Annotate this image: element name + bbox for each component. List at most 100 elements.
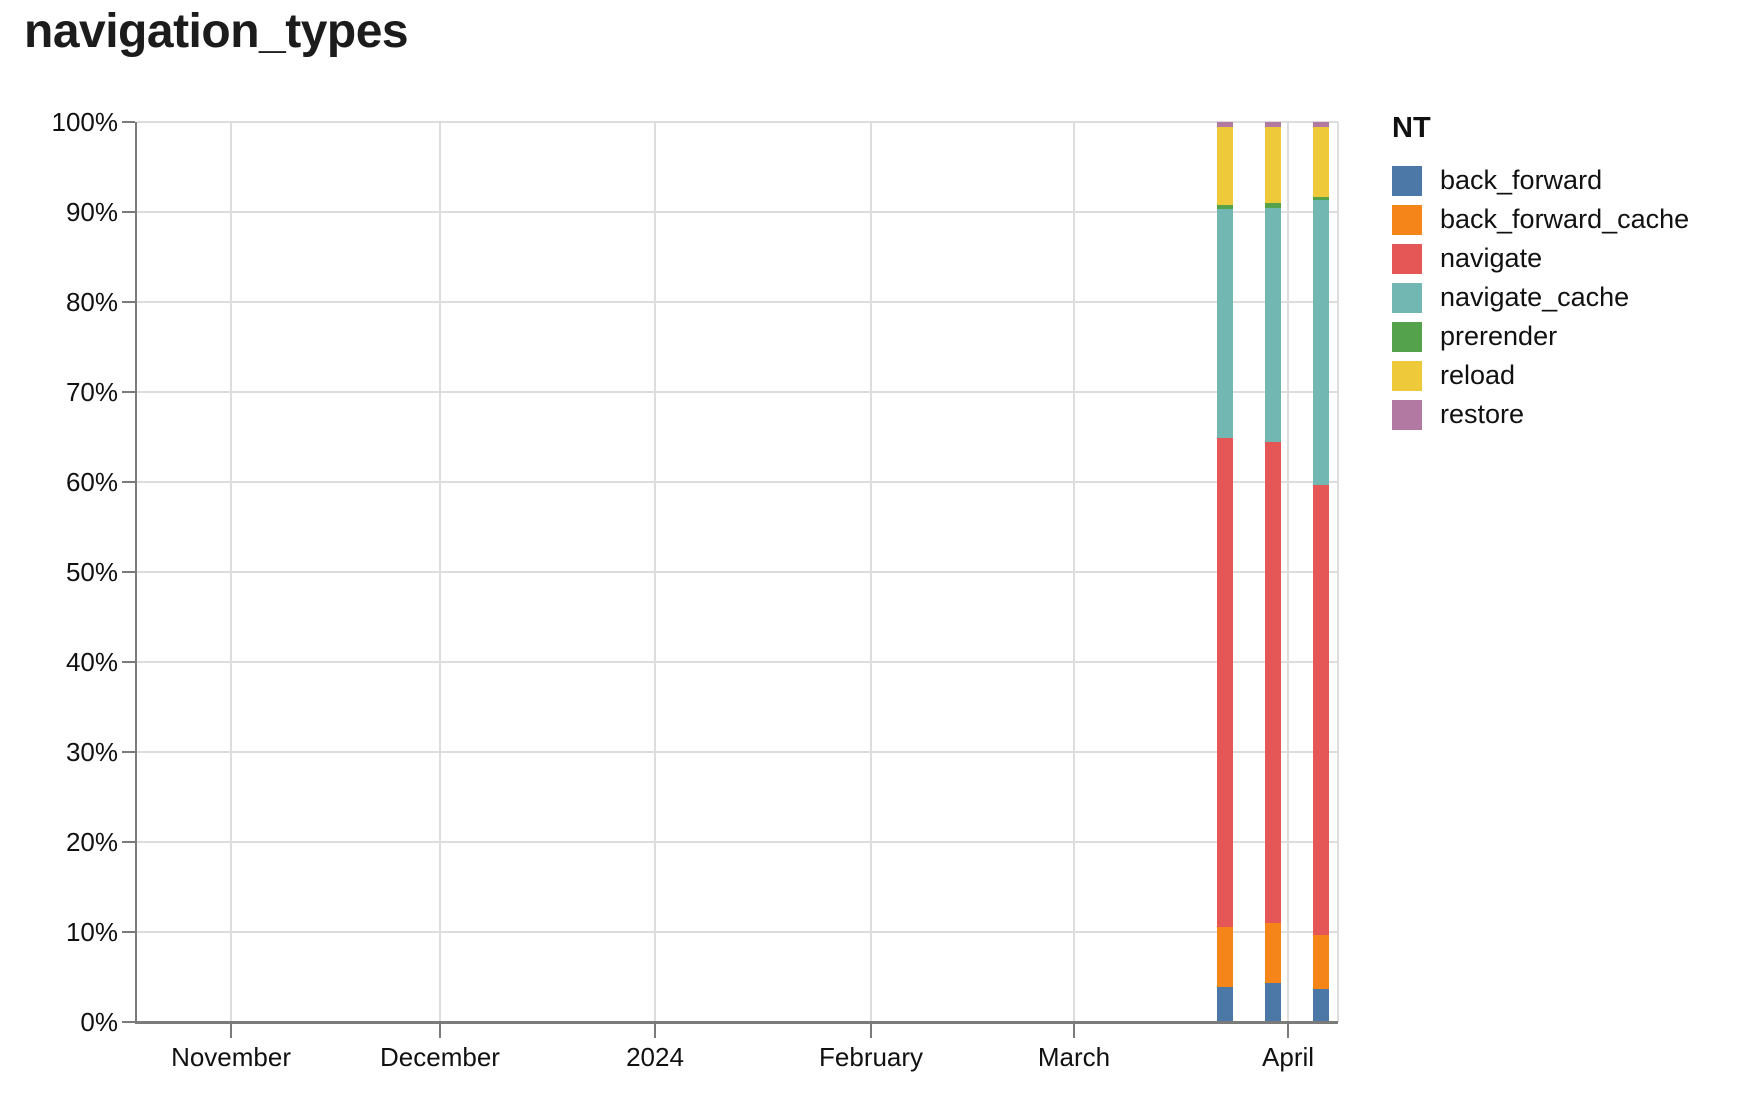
y-axis-label: 80%: [65, 287, 118, 317]
x-axis-line: [135, 1021, 1338, 1024]
x-gridline: [1337, 122, 1339, 1022]
y-axis-label: 20%: [65, 827, 118, 857]
legend-swatch: [1392, 165, 1422, 196]
legend-label: reload: [1440, 360, 1516, 390]
y-gridline: [137, 751, 1338, 753]
y-axis-label: 50%: [65, 557, 118, 587]
x-axis-label: 2024: [626, 1042, 684, 1072]
y-axis-label: 100%: [51, 107, 119, 137]
y-gridline: [137, 661, 1338, 663]
x-tick: [230, 1022, 233, 1038]
y-gridline: [137, 301, 1338, 303]
bar-segment-back-forward-cache[interactable]: [1216, 926, 1233, 987]
bar-segment-navigate[interactable]: [1264, 442, 1281, 923]
bar-segment-restore[interactable]: [1312, 122, 1329, 127]
y-axis-label: 0%: [80, 1007, 118, 1037]
x-tick: [870, 1022, 873, 1038]
bar-segment-reload[interactable]: [1216, 126, 1233, 205]
bar-segment-restore[interactable]: [1264, 122, 1281, 127]
x-tick: [653, 1022, 656, 1038]
y-gridline: [137, 391, 1338, 393]
x-tick: [1287, 1022, 1290, 1038]
legend-label: back_forward: [1440, 165, 1603, 195]
bar-segment-navigate-cache[interactable]: [1312, 200, 1329, 485]
y-tick: [122, 211, 135, 213]
y-tick: [122, 121, 135, 123]
legend-swatch: [1392, 360, 1422, 391]
x-axis-label: December: [380, 1042, 500, 1072]
x-axis-label: March: [1037, 1042, 1111, 1072]
y-tick: [122, 1021, 135, 1023]
bar-segment-navigate[interactable]: [1216, 437, 1233, 927]
y-gridline: [137, 571, 1338, 573]
legend-label: navigate: [1440, 243, 1543, 273]
legend-swatch: [1392, 282, 1422, 313]
legend-items: back_forward back_forward_cache navigate na…: [1392, 161, 1689, 434]
y-tick: [122, 391, 135, 393]
x-axis-label: November: [171, 1042, 291, 1072]
bar-segment-back-forward-cache[interactable]: [1264, 923, 1281, 984]
bar-segment-restore[interactable]: [1216, 122, 1233, 127]
bar-segment-back-forward[interactable]: [1312, 988, 1329, 1022]
legend-swatch: [1392, 399, 1422, 430]
x-gridline: [1073, 122, 1076, 1022]
bar-segment-navigate-cache[interactable]: [1216, 209, 1233, 438]
legend-swatch: [1392, 204, 1422, 235]
chart-title: navigation_types: [24, 5, 409, 58]
y-tick: [122, 571, 135, 573]
x-tick: [1073, 1022, 1076, 1038]
x-gridline: [653, 122, 656, 1022]
y-axis-label: 30%: [65, 737, 118, 767]
x-gridline: [230, 122, 233, 1022]
y-axis-line: [135, 122, 137, 1024]
x-gridline: [870, 122, 873, 1022]
x-axis-label: February: [819, 1042, 924, 1072]
y-gridline: [137, 121, 1338, 123]
legend-swatch: [1392, 321, 1422, 352]
bar-segment-prerender[interactable]: [1312, 196, 1329, 201]
y-tick: [122, 841, 135, 843]
legend-label: restore: [1440, 399, 1525, 429]
y-tick: [122, 301, 135, 303]
x-tick: [439, 1022, 441, 1038]
y-axis-label: 90%: [65, 197, 118, 227]
y-gridline: [137, 931, 1338, 933]
y-tick: [122, 481, 135, 483]
legend-label: prerender: [1440, 321, 1558, 351]
legend-label: navigate_cache: [1440, 282, 1630, 312]
bar-segment-navigate[interactable]: [1312, 484, 1329, 935]
y-tick: [122, 931, 135, 933]
bar-segment-back-forward-cache[interactable]: [1312, 934, 1329, 989]
legend-item-navigate-cache: navigate_cache: [1392, 278, 1689, 317]
bar-segment-back-forward[interactable]: [1264, 983, 1281, 1022]
x-axis-label: April: [1262, 1042, 1315, 1072]
y-gridline: [137, 211, 1338, 213]
y-axis-label: 10%: [65, 917, 118, 947]
legend-item-reload: reload: [1392, 356, 1689, 395]
legend-item-back-forward-cache: back_forward_cache: [1392, 200, 1689, 239]
legend-label: back_forward_cache: [1440, 204, 1690, 234]
y-axis-label: 60%: [65, 467, 118, 497]
bar-segment-prerender[interactable]: [1216, 204, 1233, 210]
y-gridline: [137, 841, 1338, 843]
bar-segment-reload[interactable]: [1264, 126, 1281, 203]
y-axis-label: 40%: [65, 647, 118, 677]
x-gridline: [1287, 122, 1290, 1022]
legend-swatch: [1392, 243, 1422, 274]
bar-segment-prerender[interactable]: [1264, 203, 1281, 209]
x-gridline: [439, 122, 441, 1022]
bar-segment-navigate-cache[interactable]: [1264, 208, 1281, 443]
y-gridline: [137, 481, 1338, 483]
y-axis-label: 70%: [65, 377, 118, 407]
bar-segment-back-forward[interactable]: [1216, 986, 1233, 1022]
legend-item-prerender: prerender: [1392, 317, 1689, 356]
legend-item-back-forward: back_forward: [1392, 161, 1689, 200]
y-tick: [122, 661, 135, 663]
bar-segment-reload[interactable]: [1312, 126, 1329, 197]
legend-item-navigate: navigate: [1392, 239, 1689, 278]
legend-item-restore: restore: [1392, 395, 1689, 434]
legend-title: NT: [1392, 112, 1431, 144]
